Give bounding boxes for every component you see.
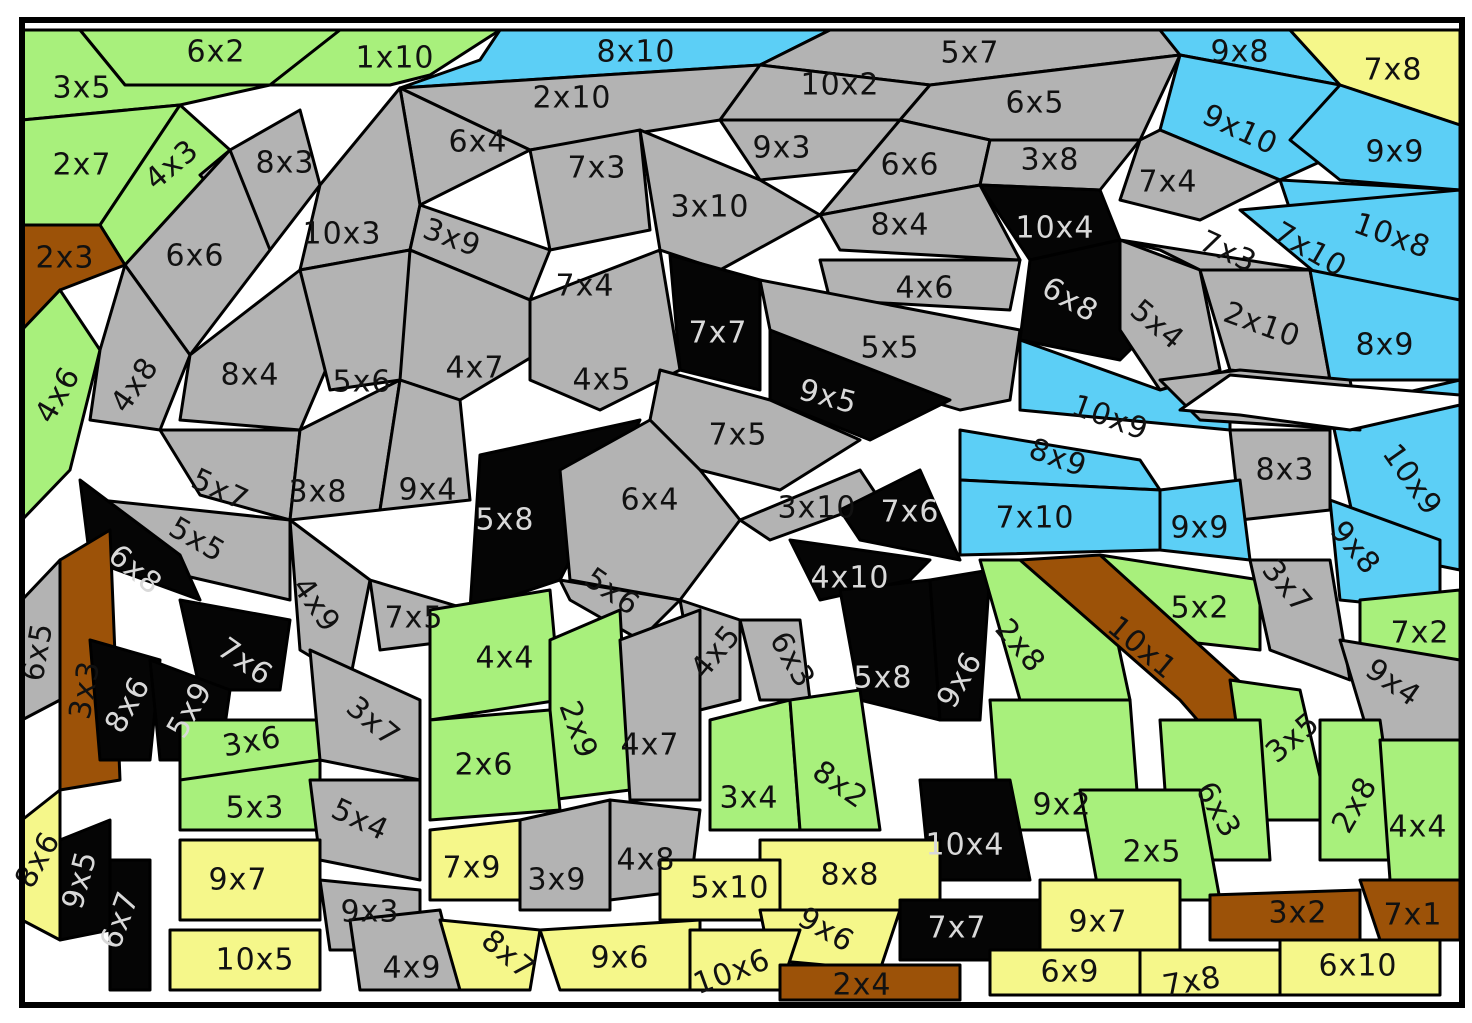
cell-green[interactable]	[1378, 738, 1462, 882]
cell-gray[interactable]	[518, 798, 612, 912]
cell-gray[interactable]	[88, 263, 192, 432]
cell-gray[interactable]	[1118, 128, 1282, 222]
cell-green[interactable]	[428, 708, 562, 822]
cell-gray[interactable]	[1228, 428, 1332, 522]
cell-brown[interactable]	[1208, 888, 1362, 942]
cell-gray[interactable]	[638, 128, 822, 272]
cell-gray[interactable]	[198, 108, 322, 252]
cell-gray[interactable]	[528, 128, 652, 252]
cell-yellow[interactable]	[438, 918, 542, 992]
cell-black[interactable]	[928, 568, 992, 722]
cell-gray[interactable]	[378, 378, 472, 512]
cell-black[interactable]	[78, 478, 202, 602]
cell-yellow[interactable]	[428, 818, 522, 902]
cell-black[interactable]	[768, 328, 952, 442]
cell-black[interactable]	[178, 598, 292, 692]
cell-black[interactable]	[58, 818, 112, 942]
cell-black[interactable]	[838, 468, 962, 562]
cell-black[interactable]	[788, 538, 932, 602]
cell-green[interactable]	[428, 588, 562, 722]
cell-yellow[interactable]	[178, 838, 322, 922]
cell-black[interactable]	[88, 638, 162, 762]
cell-gray[interactable]	[528, 248, 682, 412]
cell-yellow[interactable]	[168, 928, 322, 992]
cell-black[interactable]	[108, 858, 152, 992]
cell-green[interactable]	[788, 688, 882, 832]
cell-yellow[interactable]	[1038, 878, 1182, 952]
cell-black[interactable]	[668, 253, 762, 392]
cell-blue[interactable]	[1158, 478, 1252, 562]
cell-gray[interactable]	[618, 608, 702, 802]
cells-layer	[20, 28, 1462, 1002]
cell-yellow[interactable]	[538, 918, 702, 992]
cell-green[interactable]	[268, 28, 502, 87]
cell-green[interactable]	[548, 608, 632, 802]
cell-yellow[interactable]	[988, 948, 1142, 997]
cell-green[interactable]	[708, 698, 802, 832]
cell-blue[interactable]	[1288, 83, 1462, 192]
cell-yellow[interactable]	[1138, 948, 1282, 997]
cell-gray[interactable]	[178, 268, 332, 432]
cell-gray[interactable]	[818, 258, 1022, 312]
cell-gray[interactable]	[1248, 558, 1352, 682]
cell-yellow[interactable]	[1278, 938, 1442, 997]
sheet-frame	[19, 17, 1465, 1008]
cell-gray[interactable]	[308, 778, 422, 882]
cell-blue[interactable]	[958, 478, 1162, 557]
cell-brown[interactable]	[778, 963, 962, 1002]
cell-gray[interactable]	[398, 248, 562, 402]
